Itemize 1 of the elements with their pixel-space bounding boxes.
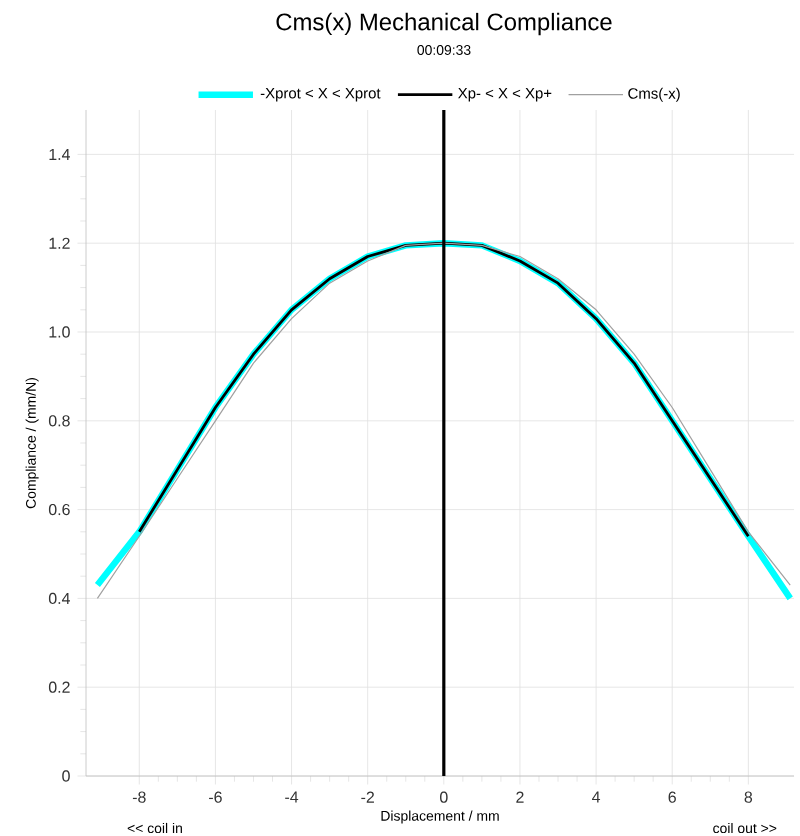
chart-title: Cms(x) Mechanical Compliance: [276, 12, 612, 36]
